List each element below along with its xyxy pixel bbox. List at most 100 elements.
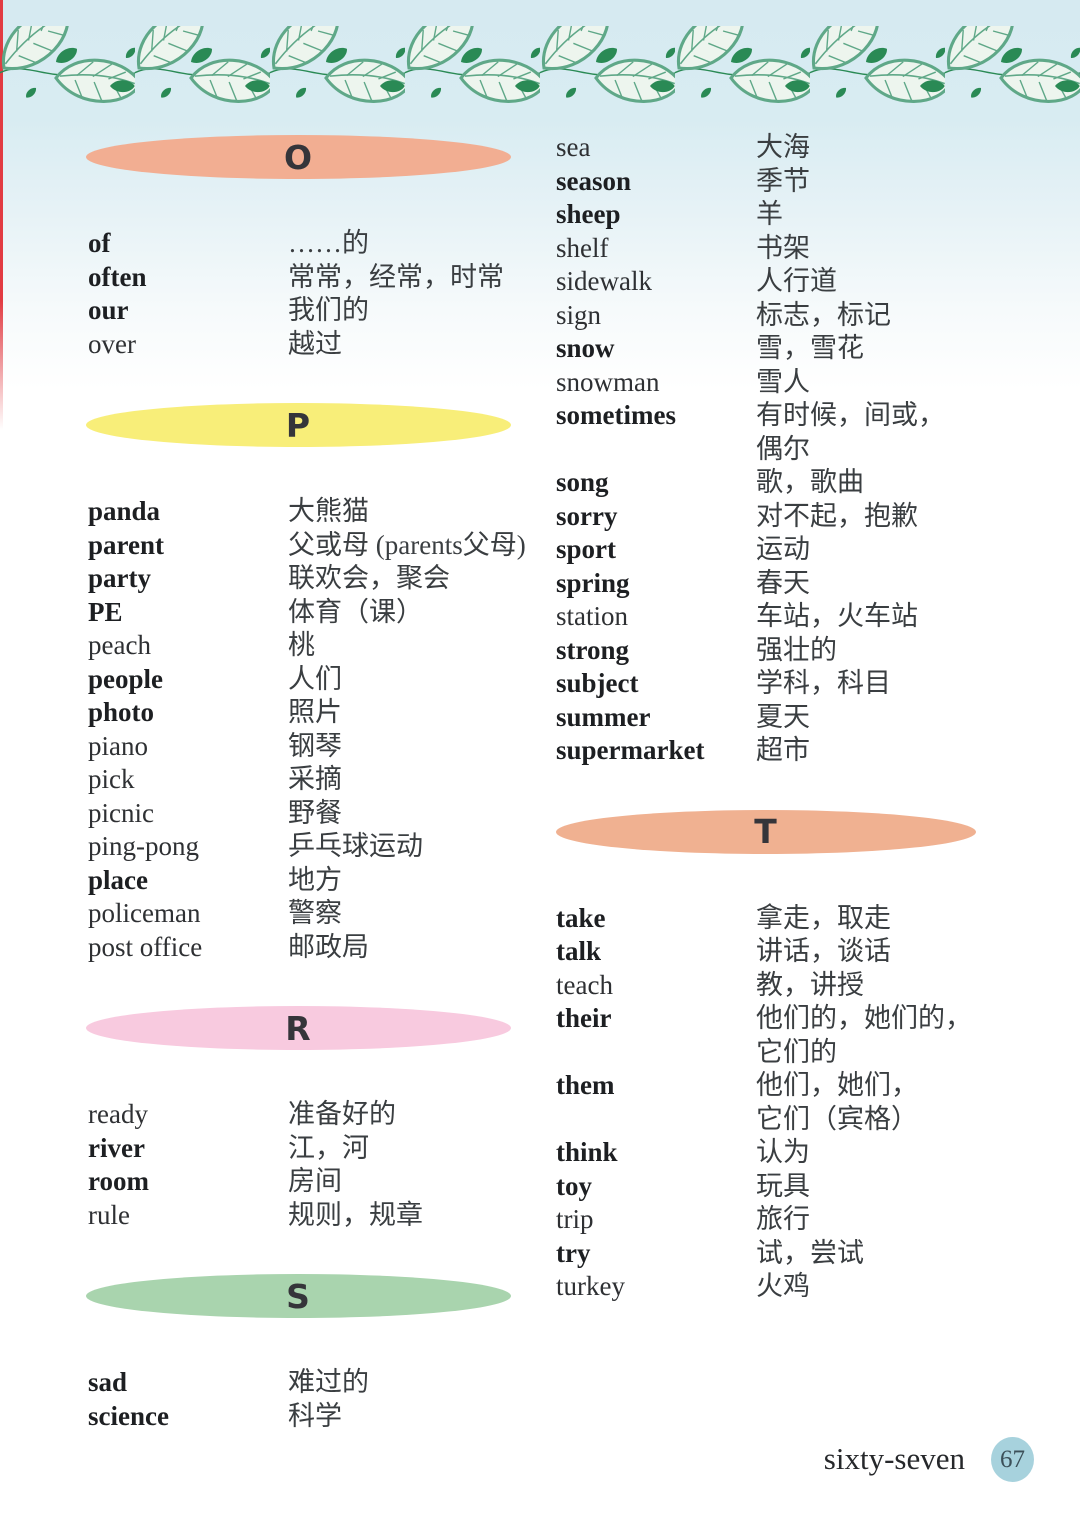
chinese-translation: 科学: [288, 1400, 342, 1431]
english-word: supermarket: [556, 735, 705, 765]
vocab-entry-place: place 地方: [88, 864, 568, 898]
english-word: shelf: [556, 232, 609, 263]
english-word: often: [88, 261, 147, 292]
vocab-entry-party: party 联欢会，聚会: [88, 562, 568, 596]
chinese-translation: 采摘: [288, 764, 342, 794]
chinese-translation: 体育（课）: [288, 596, 423, 627]
chinese-translation: 他们的，她们的， 它们的: [756, 1003, 972, 1067]
chinese-translation: 强壮的: [756, 634, 837, 665]
chinese-translation: 大熊猫: [288, 496, 369, 526]
page-edge-artifact: [0, 0, 3, 430]
chinese-translation: 父或母 (parents父母): [288, 529, 526, 560]
section-header-oval-s: S: [86, 1274, 511, 1318]
english-word: sad: [88, 1367, 128, 1397]
vocab-entry-snow: snow 雪，雪花: [556, 332, 1036, 366]
english-word: panda: [88, 496, 161, 526]
english-word: ready: [88, 1099, 148, 1129]
english-word: sometimes: [556, 400, 676, 430]
chinese-translation: 学科，科目: [756, 668, 891, 698]
english-word: party: [88, 563, 151, 593]
chinese-translation: 地方: [288, 864, 342, 895]
english-word: pick: [88, 764, 135, 794]
chinese-translation: 规则，规章: [288, 1199, 423, 1230]
english-word: snow: [556, 333, 615, 363]
page-number: 67: [1000, 1445, 1025, 1473]
vocab-entry-picnic: picnic 野餐: [88, 797, 568, 831]
vocab-entry-take: take 拿走，取走: [556, 902, 1036, 936]
vocab-entry-station: station 车站，火车站: [556, 600, 1036, 634]
chinese-translation: 人行道: [756, 266, 837, 296]
english-word: teach: [556, 969, 613, 1000]
chinese-translation: 拿走，取走: [756, 902, 891, 933]
vocab-entry-season: season 季节: [556, 165, 1036, 199]
chinese-translation: 教，讲授: [756, 969, 864, 1000]
chinese-translation: 照片: [288, 697, 342, 727]
english-word: rule: [88, 1199, 130, 1230]
chinese-translation: 试，尝试: [756, 1237, 864, 1268]
english-word: sorry: [556, 500, 618, 531]
chinese-translation: 乒乓球运动: [288, 831, 423, 861]
english-word: trip: [556, 1204, 594, 1234]
chinese-translation: 春天: [756, 567, 810, 598]
section-letter-t: T: [754, 812, 778, 851]
chinese-translation: 羊: [756, 199, 783, 229]
vocab-entry-teach: teach 教，讲授: [556, 969, 1036, 1003]
vocab-entry-of: of ……的: [88, 227, 568, 261]
vocab-entry-strong: strong 强壮的: [556, 634, 1036, 668]
english-word: photo: [88, 697, 155, 727]
english-word: station: [556, 601, 628, 631]
english-word: subject: [556, 668, 639, 698]
chinese-translation: 对不起，抱歉: [756, 500, 918, 531]
vocab-entry-rule: rule 规则，规章: [88, 1199, 568, 1233]
english-word: sea: [556, 132, 591, 162]
vocab-entry-snowman: snowman 雪人: [556, 366, 1036, 400]
english-word: talk: [556, 936, 602, 966]
english-word: river: [88, 1132, 145, 1163]
chinese-translation: 大海: [756, 132, 810, 162]
english-word: strong: [556, 634, 630, 665]
vocab-entry-trip: trip 旅行: [556, 1203, 1036, 1237]
english-word: sidewalk: [556, 266, 652, 296]
vocab-entry-sign: sign 标志，标记: [556, 299, 1036, 333]
english-word: picnic: [88, 797, 154, 828]
english-word: sport: [556, 534, 616, 564]
chinese-translation: 雪人: [756, 366, 810, 397]
chinese-translation: 钢琴: [288, 730, 342, 761]
vocab-entry-ping-pong: ping-pong 乒乓球运动: [88, 830, 568, 864]
section-letter-o: O: [283, 137, 314, 177]
page-number-badge: 67: [991, 1437, 1034, 1482]
vocab-entry-piano: piano 钢琴: [88, 730, 568, 764]
vocab-entry-our: our 我们的: [88, 294, 568, 328]
english-word: people: [88, 663, 164, 694]
vocab-entry-sometimes: sometimes 有时候，间或， 偶尔: [556, 399, 1036, 466]
chinese-translation: 江，河: [288, 1132, 369, 1163]
english-word: parent: [88, 529, 165, 560]
chinese-translation: 运动: [756, 534, 810, 564]
vocab-entry-river: river 江，河: [88, 1132, 568, 1166]
vocab-entry-post-office: post office 邮政局: [88, 931, 568, 965]
vocab-entry-sheep: sheep 羊: [556, 198, 1036, 232]
section-letter-r: R: [285, 1008, 312, 1048]
chinese-translation: 邮政局: [288, 931, 369, 962]
english-word: turkey: [556, 1271, 625, 1301]
section-header-oval-t: T: [556, 809, 976, 854]
english-word: room: [88, 1166, 149, 1196]
english-word: peach: [88, 630, 151, 660]
vocab-entry-photo: photo 照片: [88, 696, 568, 730]
english-word: policeman: [88, 898, 201, 928]
chinese-translation: 火鸡: [756, 1271, 810, 1301]
english-word: summer: [556, 701, 651, 732]
vocab-entry-turkey: turkey 火鸡: [556, 1270, 1036, 1304]
vocab-entry-think: think 认为: [556, 1136, 1036, 1170]
english-word: take: [556, 902, 606, 933]
vocab-entry-shelf: shelf 书架: [556, 232, 1036, 266]
chinese-translation: 联欢会，聚会: [288, 563, 450, 593]
english-word: piano: [88, 730, 148, 761]
chinese-translation: 讲话，谈话: [756, 936, 891, 966]
vocab-entry-supermarket: supermarket 超市: [556, 734, 1036, 768]
chinese-translation: 准备好的: [288, 1099, 396, 1129]
chinese-translation: 书架: [756, 232, 810, 263]
chinese-translation: 常常，经常，时常: [288, 261, 504, 292]
section-header-oval-r: R: [86, 1006, 511, 1050]
vocab-entry-room: room 房间: [88, 1165, 568, 1199]
